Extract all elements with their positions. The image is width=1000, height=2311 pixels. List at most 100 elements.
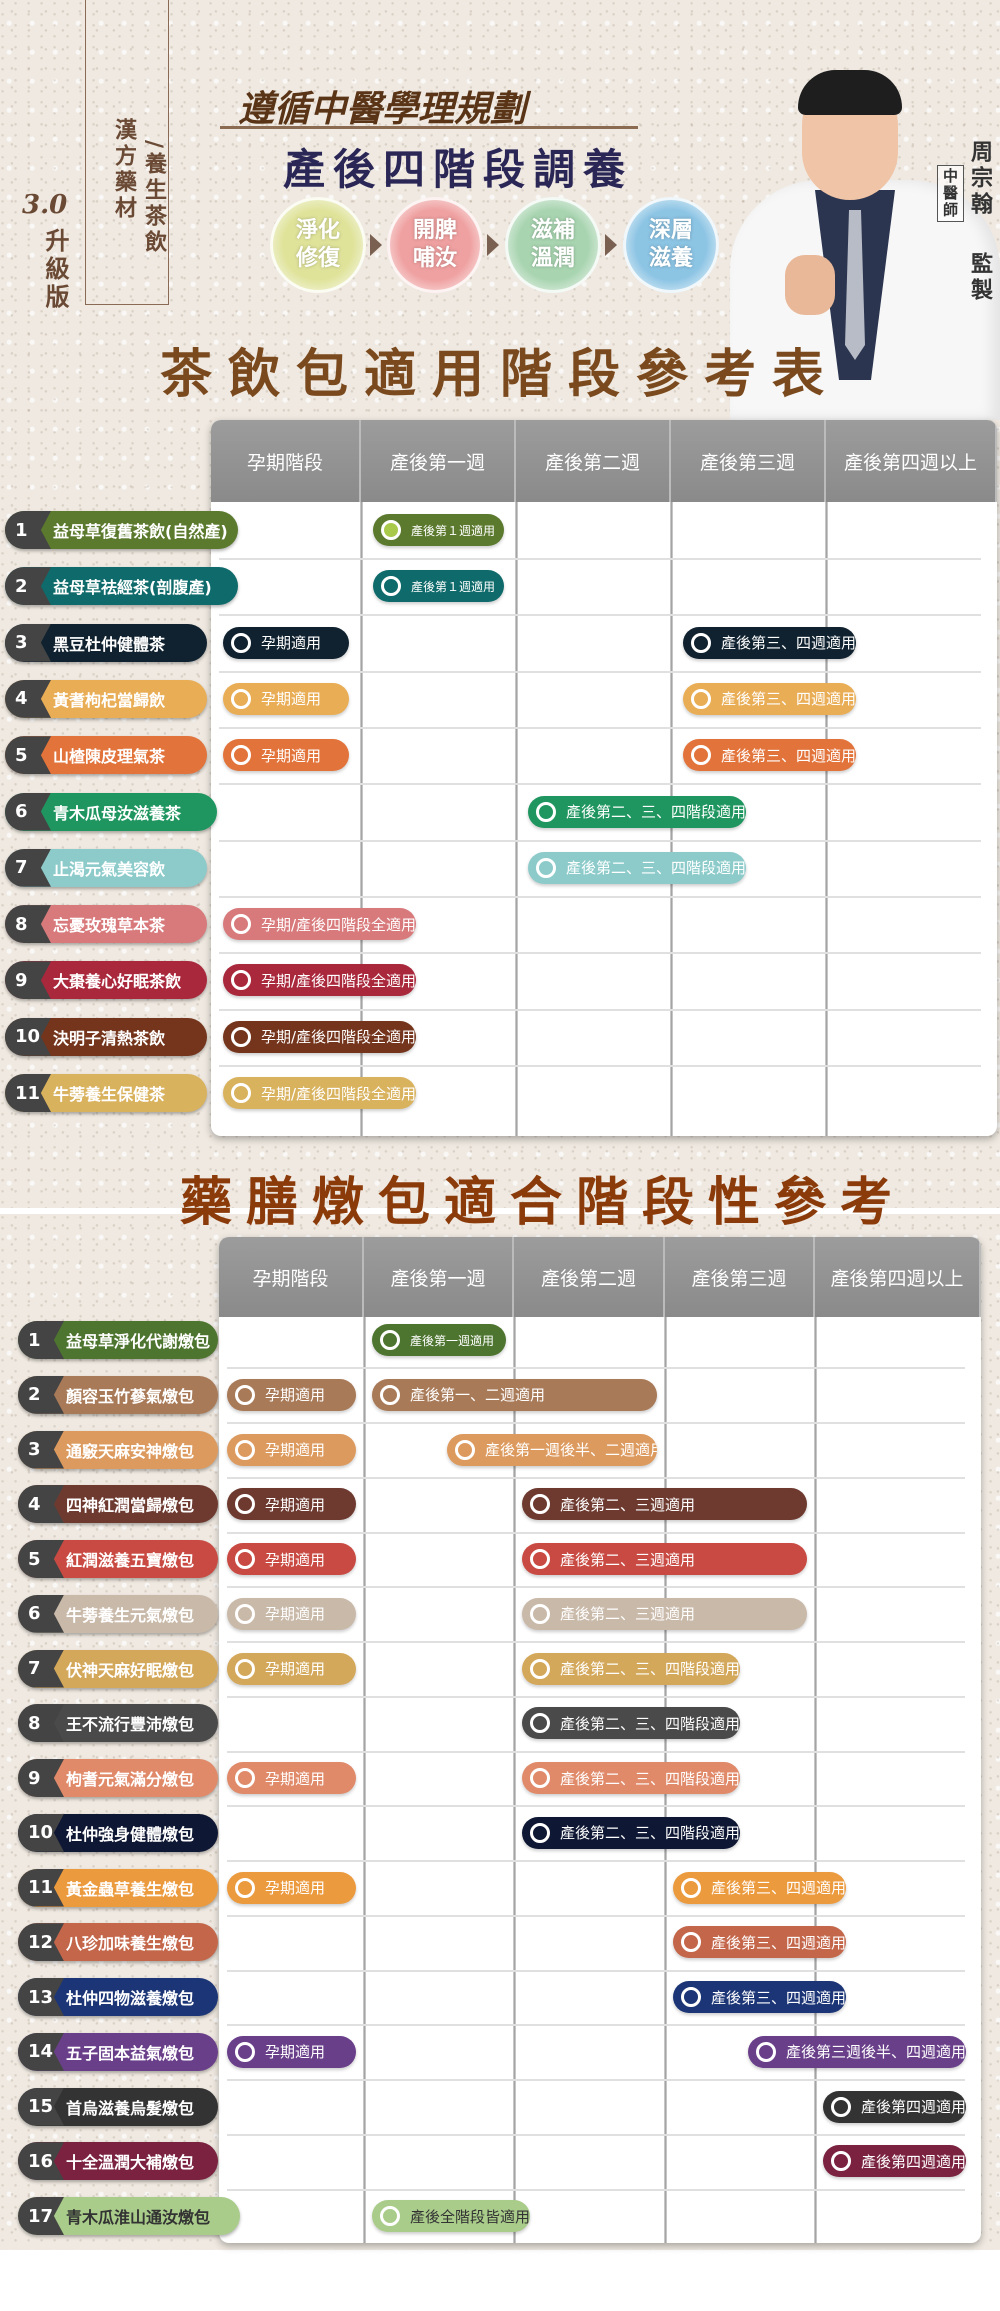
row-divider xyxy=(227,1695,965,1698)
stage-bar-label: 孕期適用 xyxy=(261,634,322,653)
doctor-name: 周宗翰 xyxy=(967,140,993,218)
circle-icon xyxy=(235,1549,255,1569)
row-divider xyxy=(219,614,981,617)
stage-bar: 產後第三、四週適用 xyxy=(673,1981,847,2013)
circle-icon xyxy=(530,1603,550,1624)
row-number: 6 xyxy=(18,1594,64,1633)
row-number: 2 xyxy=(5,567,51,606)
stage-bar-label: 產後第二、三週適用 xyxy=(560,1605,696,1624)
row-divider xyxy=(219,1008,981,1011)
row-label: 13 杜仲四物滋養燉包 xyxy=(18,1978,218,2016)
stage-bar: 產後第三、四週適用 xyxy=(683,682,857,715)
row-label: 9 大棗養心好眠茶飲 xyxy=(5,961,207,1000)
row-name: 首烏滋養烏髮燉包 xyxy=(66,2098,195,2118)
row-name: 牛蒡養生元氣燉包 xyxy=(66,1605,195,1625)
row-number: 17 xyxy=(18,2197,64,2235)
circle-icon xyxy=(691,745,711,766)
stage-bar: 產後第一週適用 xyxy=(372,1324,506,1356)
subtitle-underline xyxy=(220,126,638,129)
stage-bar: 孕期適用 xyxy=(227,1433,356,1466)
stage-bar-label: 產後第二、三、四階段適用 xyxy=(560,1824,741,1843)
row-label: 15 首烏滋養烏髮燉包 xyxy=(18,2087,218,2126)
column-divider xyxy=(363,1317,366,2243)
circle-icon xyxy=(235,1439,255,1460)
main-title: 產後四階段調養 xyxy=(283,145,634,194)
column-divider xyxy=(825,502,828,1136)
row-label: 1 益母草復舊茶飲(自然產) xyxy=(5,511,238,549)
circle-icon xyxy=(536,801,556,822)
stage-bar: 產後第三、四週適用 xyxy=(673,1871,847,1904)
row-divider xyxy=(227,2024,965,2027)
row-divider xyxy=(219,952,981,955)
stage-bar-label: 孕期適用 xyxy=(265,1605,326,1624)
stage-bar: 產後第二、三週適用 xyxy=(522,1543,807,1575)
stage-circle-text: 深層 滋養 xyxy=(649,217,693,273)
stage-bar-label: 產後第四週適用 xyxy=(861,2098,967,2116)
stage-bar-label: 產後第１週適用 xyxy=(411,579,496,594)
circle-icon xyxy=(691,688,711,709)
row-divider xyxy=(227,1641,965,1644)
row-divider xyxy=(227,1586,965,1589)
tea-section-title: 茶飲包適用階段參考表 xyxy=(160,344,841,405)
row-number: 11 xyxy=(5,1074,51,1112)
row-number: 15 xyxy=(18,2087,64,2126)
stage-bar-label: 孕期適用 xyxy=(261,746,322,765)
stage-bar-label: 產後第二、三、四階段適用 xyxy=(566,859,747,878)
stage-bar-label: 產後全階段皆適用 xyxy=(410,2207,531,2226)
row-divider xyxy=(227,1750,965,1753)
stage-bar: 孕期適用 xyxy=(223,739,349,772)
stage-bar-label: 產後第二、三、四階段適用 xyxy=(566,803,747,821)
stage-bar: 孕期適用 xyxy=(227,1652,356,1685)
row-name: 四神紅潤當歸燉包 xyxy=(66,1496,195,1516)
circle-icon xyxy=(235,1494,255,1515)
row-divider xyxy=(219,1064,981,1067)
row-name: 益母草淨化代謝燉包 xyxy=(66,1332,211,1351)
stage-bar-label: 產後第三週後半、四週適用 xyxy=(786,2043,967,2062)
row-name: 枸耆元氣滿分燉包 xyxy=(66,1770,195,1789)
row-label: 9 枸耆元氣滿分燉包 xyxy=(18,1759,218,1797)
stage-bar-label: 孕期適用 xyxy=(265,1441,326,1459)
stage-bar: 孕期/產後四階段全適用 xyxy=(223,964,417,997)
stage-line-2: 溫潤 xyxy=(530,246,575,271)
circle-icon xyxy=(831,2151,851,2172)
stage-bar: 產後第一、二週適用 xyxy=(372,1378,657,1411)
stage-line-2: 哺汝 xyxy=(412,246,457,271)
stage-bar-label: 產後第二、三、四階段適用 xyxy=(560,1660,741,1678)
circle-icon xyxy=(530,1658,550,1679)
row-divider xyxy=(227,1476,965,1479)
column-header: 孕期階段 xyxy=(219,1237,364,1317)
row-number: 9 xyxy=(18,1759,64,1797)
column-header: 孕期階段 xyxy=(211,420,361,502)
row-divider xyxy=(227,1367,965,1370)
stage-bar-label: 產後第四週適用 xyxy=(861,2152,967,2171)
stage-line-1: 淨化 xyxy=(295,218,340,243)
row-label: 11 黃金蟲草養生燉包 xyxy=(18,1868,218,1907)
row-number: 7 xyxy=(18,1649,64,1688)
stage-bar-label: 孕期適用 xyxy=(265,1769,326,1788)
row-name: 益母草復舊茶飲(自然產) xyxy=(53,522,228,541)
stage-bar: 產後第１週適用 xyxy=(373,570,504,603)
row-number: 3 xyxy=(18,1430,64,1469)
stage-bar-label: 孕期/產後四階段全適用 xyxy=(261,1084,417,1103)
stage-bar-label: 孕期適用 xyxy=(261,690,322,709)
row-number: 11 xyxy=(18,1868,64,1907)
row-label: 17 青木瓜淮山通汝燉包 xyxy=(18,2197,240,2235)
row-number: 1 xyxy=(18,1321,64,1359)
row-label: 11 牛蒡養生保健茶 xyxy=(5,1074,207,1112)
stage-bar: 產後第三、四週適用 xyxy=(673,1926,847,1959)
circle-icon xyxy=(681,1987,701,2007)
circle-icon xyxy=(235,2041,255,2062)
row-divider xyxy=(227,1914,965,1917)
stage-bar-label: 孕期適用 xyxy=(265,1879,326,1897)
stage-bar: 產後第二、三、四階段適用 xyxy=(522,1762,741,1794)
row-label: 16 十全溫潤大補燉包 xyxy=(18,2142,218,2181)
circle-icon xyxy=(231,1026,251,1047)
version-number: 3.0 xyxy=(22,190,68,220)
row-label: 2 益母草祛經茶(剖腹產) xyxy=(5,567,238,606)
circle-icon xyxy=(231,914,251,935)
row-number: 10 xyxy=(5,1017,51,1056)
stage-bar-label: 產後第二、三、四階段適用 xyxy=(560,1714,741,1733)
row-divider xyxy=(227,2133,965,2136)
version-label: 升級版 xyxy=(41,228,70,312)
row-label: 2 顏容玉竹蔘氣燉包 xyxy=(18,1375,218,1414)
